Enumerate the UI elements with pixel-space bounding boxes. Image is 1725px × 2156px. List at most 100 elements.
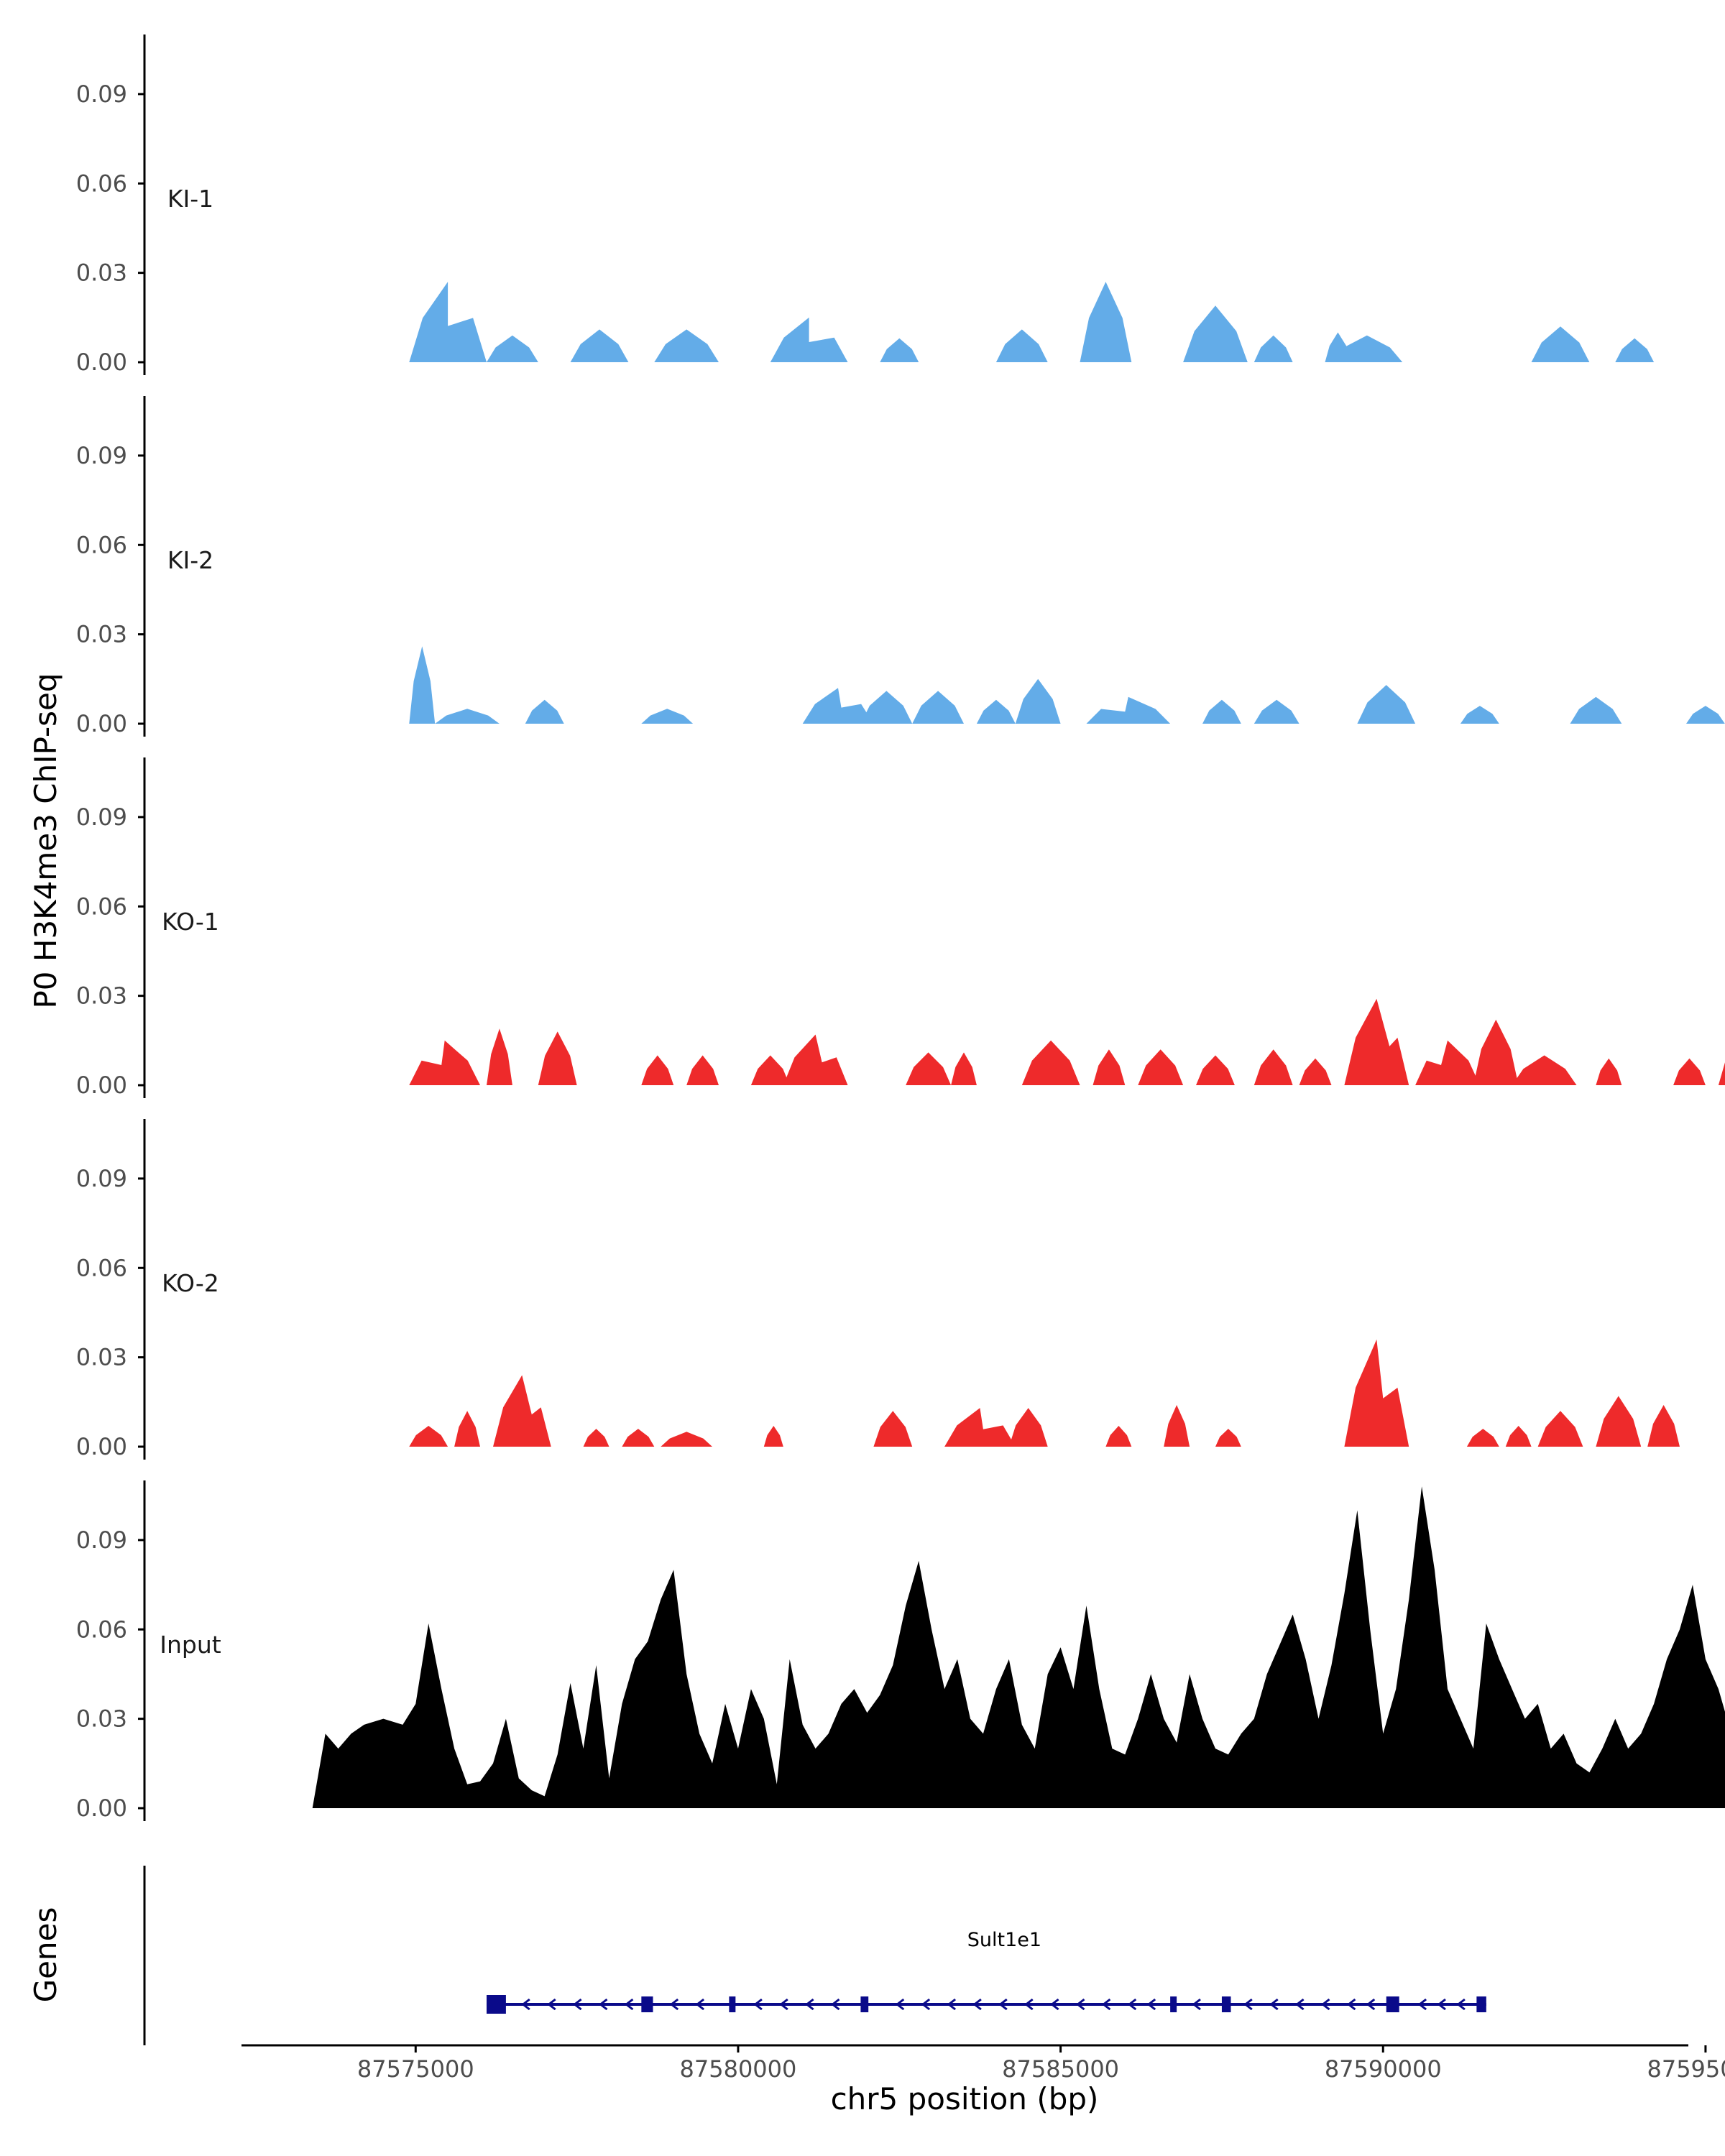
track-label: KI-1 [167, 185, 213, 213]
peak [1415, 1040, 1480, 1085]
y-tick-label: 0.06 [76, 893, 127, 920]
x-tick-label: 87575000 [357, 2055, 474, 2083]
strand-arrow [1243, 1998, 1253, 2011]
peak [1460, 706, 1499, 724]
strand-arrow [599, 1998, 608, 2011]
peak [995, 329, 1048, 362]
y-tick-label: 0.06 [76, 1616, 127, 1643]
strand-arrow [1101, 1998, 1111, 2011]
y-tick-label: 0.00 [76, 349, 127, 376]
peak [1015, 678, 1061, 724]
track-ko-1: KO-1 [162, 908, 1725, 1085]
peak [1299, 1058, 1332, 1085]
y-tick-label: 0.03 [76, 621, 127, 648]
strand-arrow [805, 1998, 814, 2011]
strand-arrow [1437, 1998, 1446, 2011]
peak [912, 691, 964, 724]
y-tick-label: 0.00 [76, 1795, 127, 1822]
peak [1183, 305, 1248, 362]
peak [1086, 696, 1171, 724]
peak [525, 699, 564, 724]
peak [1596, 1058, 1622, 1085]
peak [661, 1432, 712, 1447]
strand-arrow [1050, 1998, 1059, 2011]
peak [1596, 1396, 1642, 1447]
strand-arrow [1456, 1998, 1466, 2011]
strand-arrow [947, 1998, 957, 2011]
y-tick-label: 0.03 [76, 1344, 127, 1371]
peak [1215, 1429, 1241, 1447]
y-tick-label: 0.09 [76, 1165, 127, 1192]
peak [686, 1055, 719, 1085]
strand-arrow [547, 1998, 556, 2011]
peak [409, 1426, 448, 1447]
gene-exon [1170, 1996, 1177, 2012]
peak [1254, 1049, 1293, 1085]
peak [1466, 1429, 1499, 1447]
y-tick-label: 0.03 [76, 259, 127, 287]
peak [641, 709, 694, 724]
peak [860, 691, 913, 724]
strand-arrow [753, 1998, 763, 2011]
y-tick-label: 0.06 [76, 1254, 127, 1281]
peak [1105, 1426, 1132, 1447]
peak [493, 1375, 551, 1447]
track-ko-2: KO-2 [162, 1269, 1680, 1447]
peak [1254, 699, 1300, 724]
tracks-layer: KI-1 KI-2 KO-1 KO-2 Input [160, 185, 1725, 1808]
peak [409, 646, 436, 724]
peak [409, 282, 487, 362]
peak [1080, 282, 1132, 362]
strand-arrow [1321, 1998, 1330, 2011]
peak [1686, 706, 1725, 724]
gene-exon [486, 1995, 506, 2014]
peak [583, 1429, 610, 1447]
y-tick-label: 0.09 [76, 80, 127, 108]
track-label: KO-1 [162, 908, 219, 936]
peak [763, 1426, 783, 1447]
peak [944, 1408, 1016, 1447]
gene-exon [1476, 1996, 1486, 2012]
y-tick-label: 0.03 [76, 982, 127, 1010]
axis-layer: 0.00 0.03 0.06 0.09 0.00 0.03 0.06 0.09 0.00 0.03… [76, 34, 1725, 2083]
strand-arrow [573, 1998, 582, 2011]
peak [1008, 1408, 1048, 1447]
peak [976, 699, 1016, 724]
track-ki-2: KI-2 [167, 546, 1725, 724]
gene-exon [729, 1996, 736, 2012]
peak [880, 338, 919, 362]
strand-arrow [1127, 1998, 1137, 2011]
y-tick-label: 0.09 [76, 442, 127, 469]
peak [951, 1052, 977, 1085]
peak [1615, 338, 1655, 362]
peak [1673, 1058, 1706, 1085]
gene-exon [641, 1996, 653, 2012]
gene-panel-title: Genes [28, 1907, 63, 2003]
track-ki-1: KI-1 [167, 185, 1655, 362]
peak [622, 1429, 655, 1447]
peak [1718, 1062, 1725, 1085]
peak [641, 1055, 674, 1085]
strand-arrow [921, 1998, 931, 2011]
track-input: Input [160, 1486, 1725, 1808]
peak [1505, 1426, 1532, 1447]
peak [1092, 1049, 1126, 1085]
track-label: Input [160, 1631, 221, 1659]
peak [1473, 1019, 1519, 1085]
peak [1202, 699, 1241, 724]
strand-arrow [624, 1998, 634, 2011]
strand-arrow [1366, 1998, 1376, 2011]
x-tick-label: 87580000 [680, 2055, 797, 2083]
peak [1254, 335, 1293, 362]
peak [409, 1040, 480, 1085]
y-tick-label: 0.00 [76, 1072, 127, 1099]
peak [1138, 1049, 1184, 1085]
strand-arrow [998, 1998, 1008, 2011]
peak [1647, 1405, 1680, 1447]
track-label: KO-2 [162, 1269, 219, 1297]
peak [487, 335, 538, 362]
strand-arrow [1146, 1998, 1156, 2011]
strand-arrow [1346, 1998, 1356, 2011]
x-tick-label: 87590000 [1325, 2055, 1442, 2083]
